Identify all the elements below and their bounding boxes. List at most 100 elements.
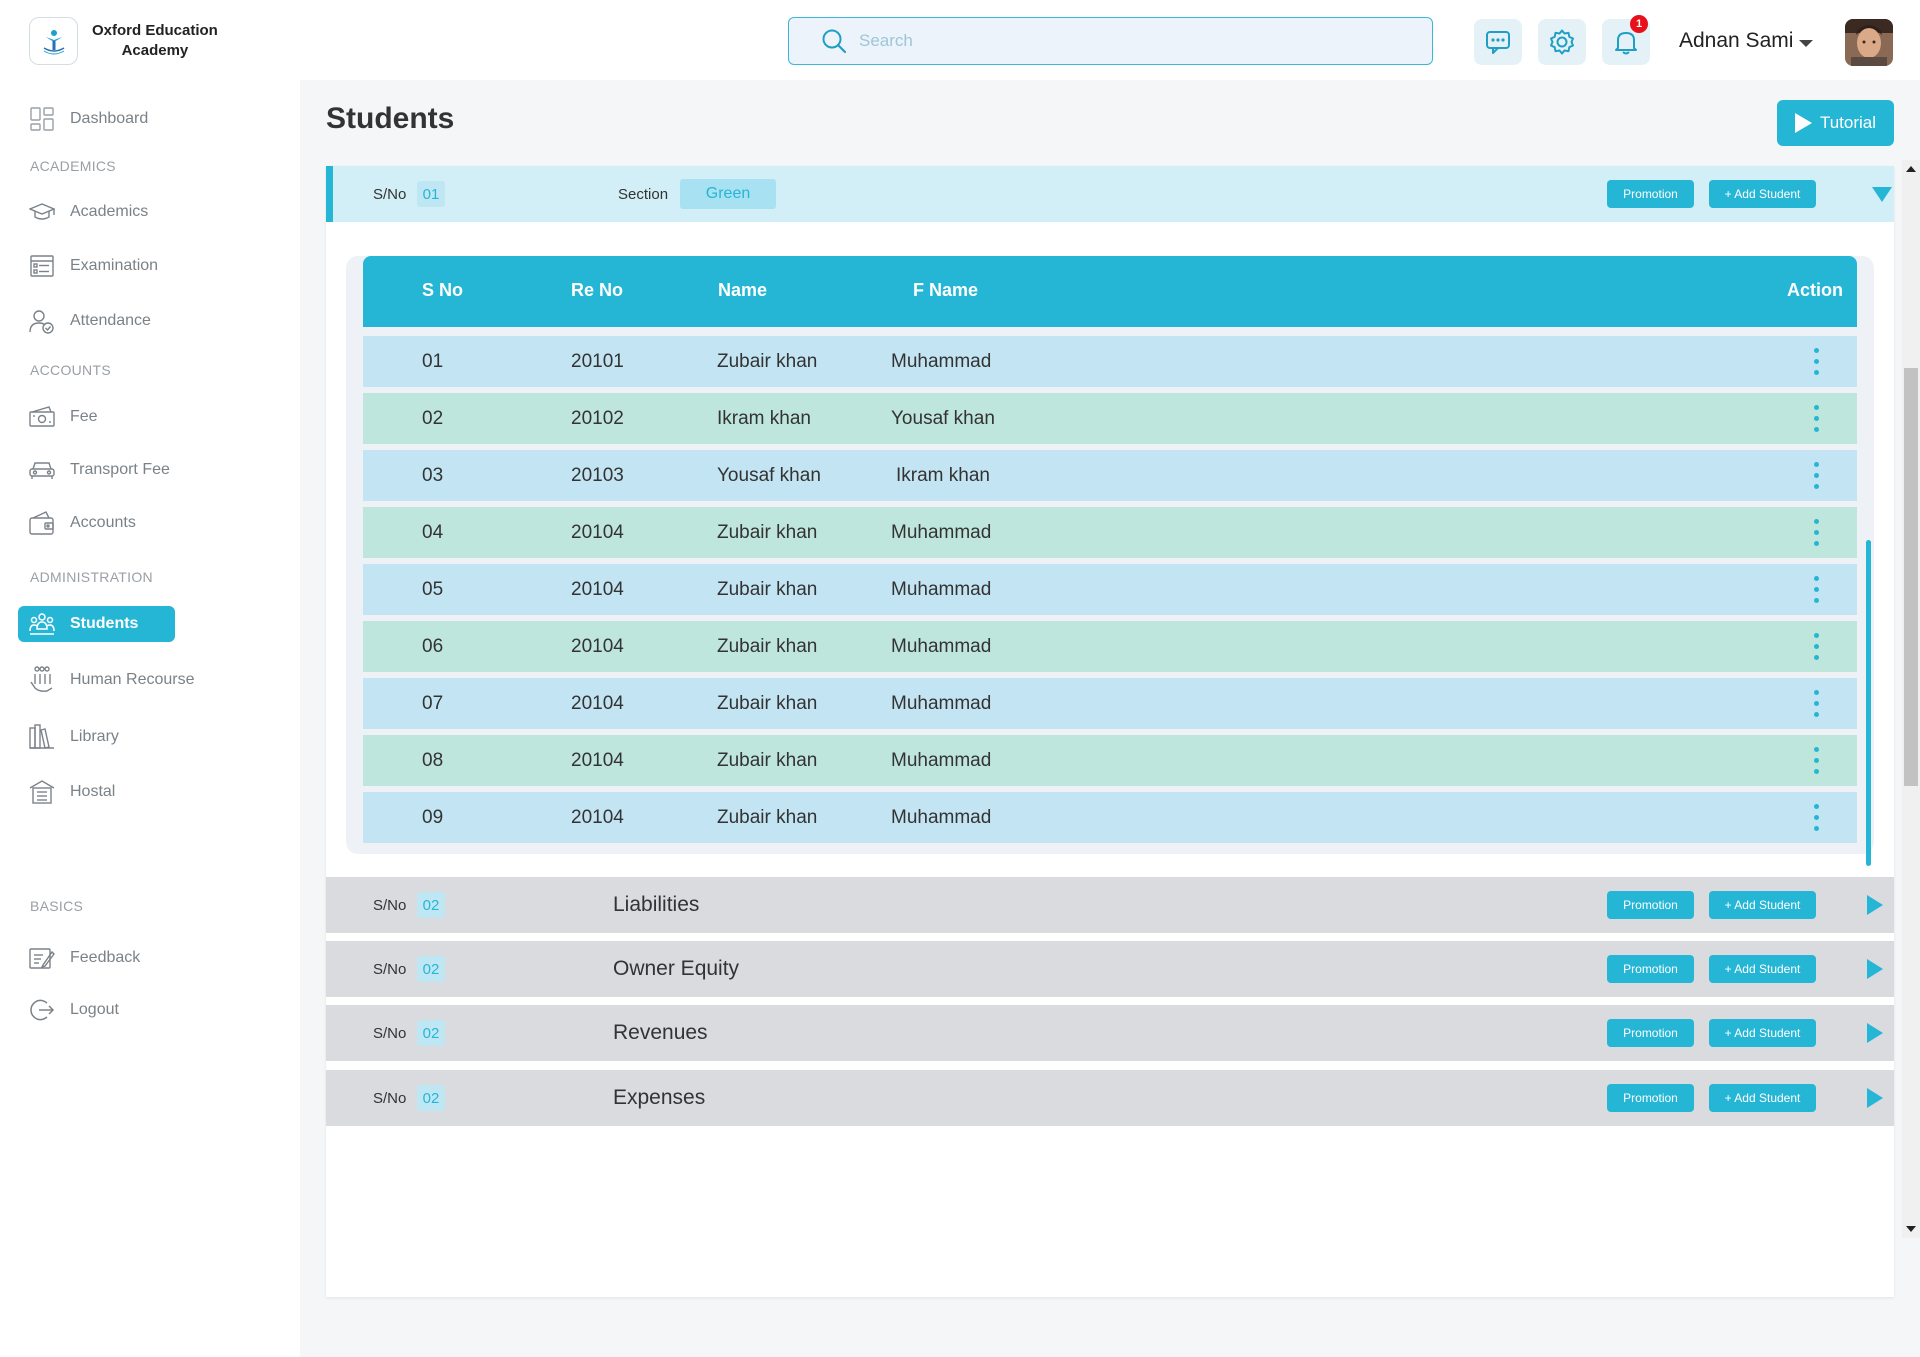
add-student-button[interactable]: + Add Student [1709,955,1816,983]
cell-reno: 20104 [571,693,624,714]
more-actions-icon[interactable] [1813,405,1819,432]
cell-name: Zubair khan [717,351,818,372]
sidebar-item-label: Hostal [70,783,116,800]
cell-name: Zubair khan [717,750,818,771]
exam-sheet-icon [29,253,55,279]
dashboard-icon [29,106,55,132]
settings-button[interactable] [1538,19,1586,65]
user-name: Adnan Sami [1679,29,1794,52]
scroll-up-icon[interactable] [1906,166,1916,172]
cell-sno: 07 [422,693,444,714]
promotion-button[interactable]: Promotion [1607,1019,1694,1047]
sidebar-item-academics[interactable]: Academics [18,194,148,230]
wallet-icon [29,510,55,536]
section-accounts: ACCOUNTS [30,362,111,378]
group-title: Liabilities [613,893,700,916]
sno-value: 02 [417,1085,445,1111]
table-scroll-thumb[interactable] [1866,540,1871,866]
more-actions-icon[interactable] [1813,633,1819,660]
table-row[interactable]: 02 20102 Ikram khan Yousaf khan [363,393,1857,444]
page-scrollbar[interactable] [1902,160,1920,1238]
more-actions-icon[interactable] [1813,519,1819,546]
header-name: Name [718,280,768,300]
collapse-arrow-icon[interactable] [1872,186,1892,202]
group-title: Expenses [613,1086,706,1109]
group-header-open[interactable]: S/No 01 Section Green Promotion + Add St… [326,166,1894,222]
promotion-button[interactable]: Promotion [1607,891,1694,919]
search-icon [822,29,847,54]
expand-arrow-icon[interactable] [1867,1023,1883,1043]
section-administration: ADMINISTRATION [30,569,153,585]
messages-button[interactable] [1474,19,1522,65]
table-row[interactable]: 04 20104 Zubair khan Muhammad [363,507,1857,558]
table-row[interactable]: 01 20101 Zubair khan Muhammad [363,336,1857,387]
more-actions-icon[interactable] [1813,690,1819,717]
sidebar-item-fee[interactable]: Fee [18,399,98,435]
sidebar-item-transport-fee[interactable]: Transport Fee [18,452,170,488]
promotion-button[interactable]: Promotion [1607,955,1694,983]
cell-fname: Muhammad [891,636,992,657]
scrollbar-thumb[interactable] [1904,368,1918,786]
sidebar-item-logout[interactable]: Logout [18,992,119,1028]
cell-fname: Muhammad [891,351,992,372]
cell-name: Zubair khan [717,579,818,600]
brand[interactable]: Oxford Education Academy [29,17,218,65]
more-actions-icon[interactable] [1813,804,1819,831]
sidebar-item-label: Human Recourse [70,671,195,688]
play-icon [1794,113,1812,133]
sidebar-item-hostal[interactable]: Hostal [18,774,115,810]
more-actions-icon[interactable] [1813,462,1819,489]
expand-arrow-icon[interactable] [1867,959,1883,979]
add-student-button[interactable]: + Add Student [1709,891,1816,919]
avatar[interactable] [1845,19,1893,66]
sidebar-item-attendance[interactable]: Attendance [18,303,151,339]
more-actions-icon[interactable] [1813,348,1819,375]
cell-name: Zubair khan [717,693,818,714]
sno-label: S/No [373,1089,407,1107]
sidebar-item-label: Logout [70,1001,119,1018]
promotion-button[interactable]: Promotion [1607,1084,1694,1112]
sidebar-item-examination[interactable]: Examination [18,248,158,284]
sidebar-item-accounts[interactable]: Accounts [18,505,136,541]
table-row[interactable]: 06 20104 Zubair khan Muhammad [363,621,1857,672]
sidebar-item-feedback[interactable]: Feedback [18,940,140,976]
table-row[interactable]: 07 20104 Zubair khan Muhammad [363,678,1857,729]
sidebar-item-human-recourse[interactable]: Human Recourse [18,662,195,698]
academy-name: Oxford Education Academy [92,21,218,61]
group-header-revenues[interactable]: S/No 02 Revenues Promotion + Add Student [326,1005,1894,1061]
sidebar-item-label: Library [70,728,119,745]
sidebar-item-students[interactable]: Students [18,606,175,642]
cell-fname: Muhammad [891,807,992,828]
expand-arrow-icon[interactable] [1867,1088,1883,1108]
tutorial-button[interactable]: Tutorial [1777,100,1894,146]
sidebar-item-dashboard[interactable]: Dashboard [18,101,148,137]
cell-name: Zubair khan [717,522,818,543]
search-bar[interactable] [788,17,1433,65]
header-reno: Re No [571,280,624,300]
sidebar: Dashboard ACADEMICS Academics Examinatio… [0,80,300,1357]
user-menu[interactable]: Adnan Sami [1679,29,1814,53]
table-row[interactable]: 08 20104 Zubair khan Muhammad [363,735,1857,786]
sidebar-item-label: Dashboard [70,110,149,127]
sidebar-item-label: Fee [70,408,98,425]
add-student-button[interactable]: + Add Student [1709,180,1816,208]
more-actions-icon[interactable] [1813,747,1819,774]
scroll-down-icon[interactable] [1906,1226,1916,1232]
group-header-liabilities[interactable]: S/No 02 Liabilities Promotion + Add Stud… [326,877,1894,933]
group-header-expenses[interactable]: S/No 02 Expenses Promotion + Add Student [326,1070,1894,1126]
sidebar-item-library[interactable]: Library [18,719,119,755]
table-row[interactable]: 05 20104 Zubair khan Muhammad [363,564,1857,615]
add-student-button[interactable]: + Add Student [1709,1019,1816,1047]
expand-arrow-icon[interactable] [1867,895,1883,915]
more-actions-icon[interactable] [1813,576,1819,603]
promotion-button[interactable]: Promotion [1607,180,1694,208]
table-row[interactable]: 09 20104 Zubair khan Muhammad [363,792,1857,843]
search-input[interactable] [859,31,1379,51]
cell-fname: Muhammad [891,750,992,771]
group-header-owner-equity[interactable]: S/No 02 Owner Equity Promotion + Add Stu… [326,941,1894,997]
cell-sno: 06 [422,636,444,657]
top-header: Oxford Education Academy 1 Adnan Sami [0,0,1920,80]
table-row[interactable]: 03 20103 Yousaf khan Ikram khan [363,450,1857,501]
notifications-button[interactable]: 1 [1602,15,1650,65]
add-student-button[interactable]: + Add Student [1709,1084,1816,1112]
